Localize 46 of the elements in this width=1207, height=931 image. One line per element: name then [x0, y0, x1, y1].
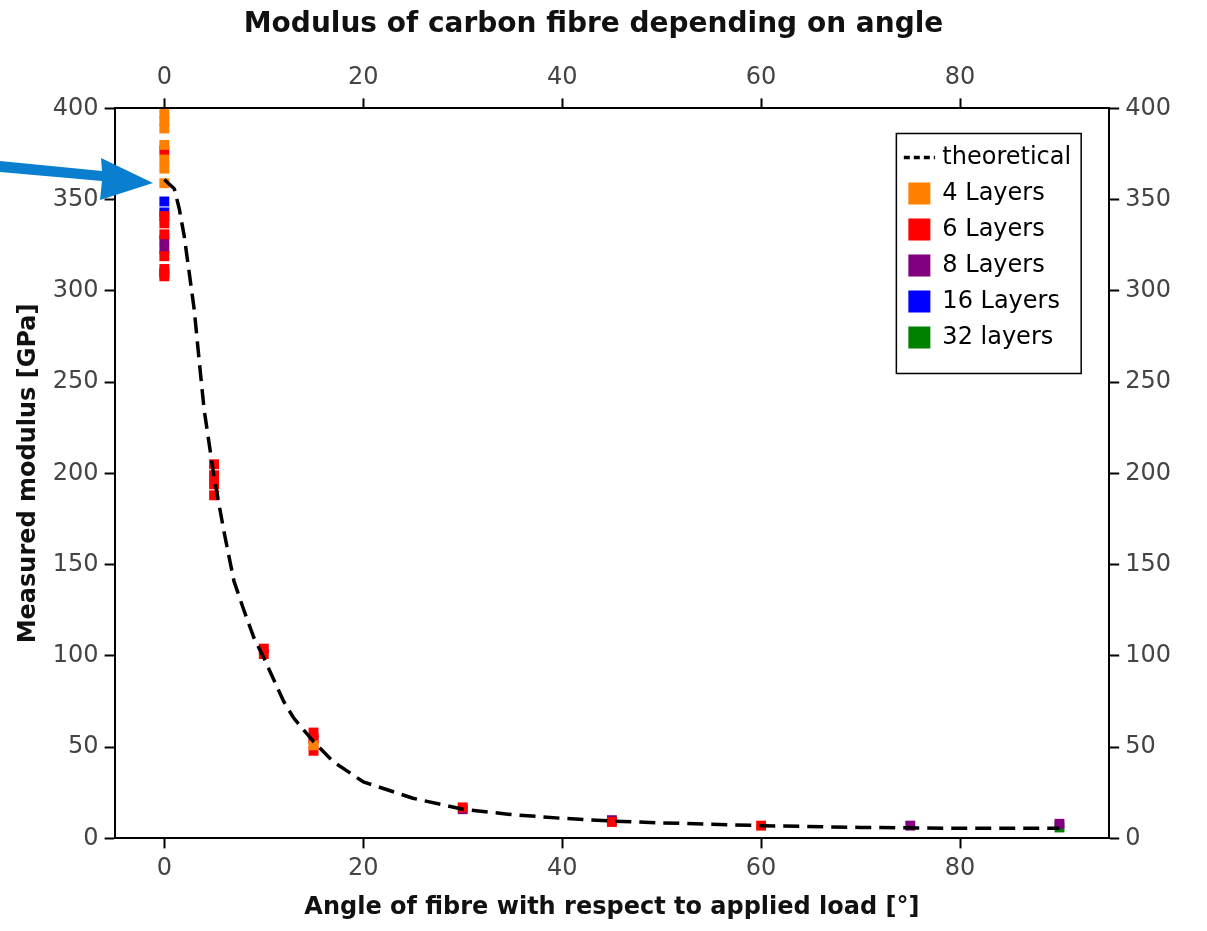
legend-label: theoretical — [942, 141, 1072, 170]
point — [159, 229, 170, 240]
y2-tick-label: 100 — [1125, 640, 1171, 669]
point — [159, 154, 170, 165]
y2-tick-label: 250 — [1125, 366, 1171, 395]
chart-title: Modulus of carbon fibre depending on angle — [243, 6, 944, 40]
y-tick-label: 350 — [52, 183, 99, 212]
x2-tick-label: 60 — [745, 62, 777, 91]
y-tick-label: 0 — [83, 822, 99, 851]
x2-tick-label: 40 — [546, 62, 578, 91]
y-tick-label: 300 — [52, 275, 99, 304]
point — [159, 251, 170, 262]
y2-tick-label: 200 — [1125, 457, 1171, 486]
y-tick-label: 50 — [68, 731, 99, 760]
point — [159, 218, 170, 229]
x-axis-title: Angle of fibre with respect to applied load [°] — [304, 891, 920, 920]
point — [159, 123, 170, 134]
legend-label: 32 layers — [942, 321, 1054, 350]
y-tick-label: 200 — [52, 457, 99, 486]
y-axis-title: Measured modulus [GPa] — [12, 303, 41, 644]
point — [159, 196, 170, 207]
x-tick-label: 60 — [745, 853, 777, 882]
x2-tick-label: 80 — [944, 62, 976, 91]
x2-tick-label: 0 — [156, 62, 172, 91]
x-tick-label: 20 — [347, 853, 379, 882]
y2-tick-label: 0 — [1125, 822, 1141, 851]
legend-label: 4 Layers — [942, 177, 1045, 206]
y2-tick-label: 300 — [1125, 275, 1171, 304]
legend-label: 6 Layers — [942, 213, 1045, 242]
x-tick-label: 40 — [546, 853, 578, 882]
y-tick-label: 150 — [52, 548, 99, 577]
y-tick-label: 250 — [52, 366, 99, 395]
point — [159, 271, 170, 282]
y2-tick-label: 350 — [1125, 183, 1171, 212]
y-tick-label: 100 — [52, 640, 99, 669]
legend-label: 16 Layers — [942, 285, 1060, 314]
point — [159, 163, 170, 174]
point — [159, 139, 170, 150]
y2-tick-label: 400 — [1125, 92, 1171, 121]
y-tick-label: 400 — [52, 92, 99, 121]
x-tick-label: 0 — [156, 853, 172, 882]
y2-tick-label: 150 — [1125, 548, 1171, 577]
x2-tick-label: 20 — [347, 62, 379, 91]
x-tick-label: 80 — [944, 853, 976, 882]
y2-tick-label: 50 — [1125, 731, 1156, 760]
legend-label: 8 Layers — [942, 249, 1045, 278]
